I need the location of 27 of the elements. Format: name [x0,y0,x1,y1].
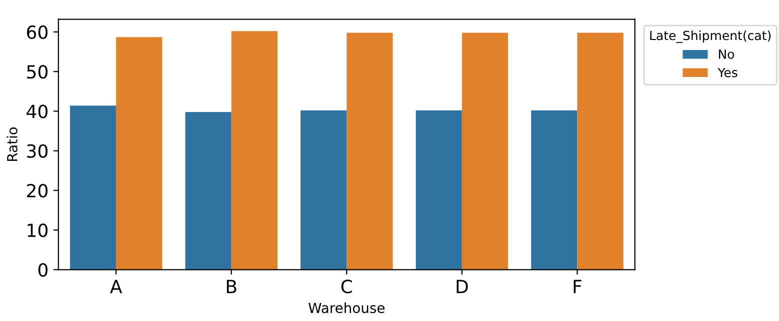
x-tick-label: A [110,280,122,294]
x-tick-label: B [226,280,236,294]
x-tick-label: D [456,280,468,294]
bar [70,106,116,270]
bar [577,32,624,270]
y-tick-label: 30 [27,144,48,158]
bar [185,112,232,270]
y-tick-label: 60 [26,25,48,40]
x-tick-label: F [574,280,582,294]
y-tick-label: 40 [26,104,48,118]
bar [231,31,278,270]
bar [346,32,393,270]
y-axis-title: Ratio [6,127,18,161]
bar [531,110,578,270]
x-axis-title: Warehouse [308,302,385,314]
bar [116,37,162,270]
legend-label: No [718,50,734,59]
y-tick-label: 0 [38,263,48,277]
y-tick-label: 10 [28,223,48,238]
bar [300,110,347,270]
y-tick-label: 50 [27,65,48,79]
y-tick-label: 20 [27,184,48,198]
bar [462,32,508,270]
legend-label: Yes [718,68,738,78]
x-tick-label: C [341,280,352,294]
legend-title: Late_Shipment(cat) [650,30,771,43]
bar [416,110,462,270]
